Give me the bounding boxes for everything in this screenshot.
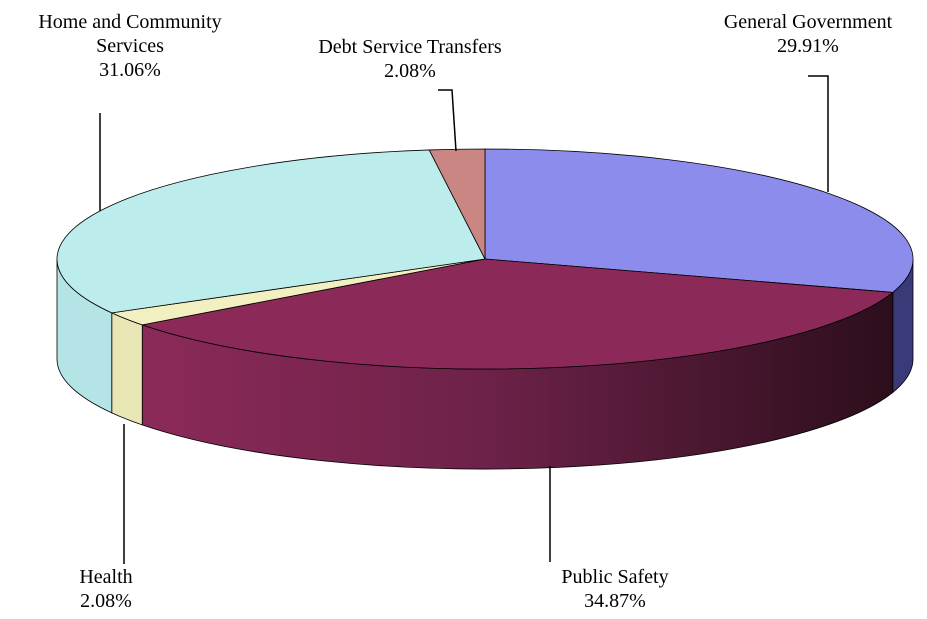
slice-label-home-and-community-services: Services [96,35,164,57]
slice-percent-general-government: 29.91% [777,35,839,57]
slice-label-general-government: General Government [724,11,893,33]
slice-label-health: Health [79,566,132,588]
slice-general-government [484,148,914,293]
slice-home-and-community-services [56,149,486,314]
slice-percent-debt-service-transfers: 2.08% [384,60,436,82]
slice-label-home-and-community-services: Home and Community [38,11,221,33]
slice-percent-health: 2.08% [80,590,132,612]
slice-percent-public-safety: 34.87% [584,590,646,612]
slice-percent-home-and-community-services: 31.06% [99,59,161,81]
leader-line-debt-service-transfers [438,89,457,152]
slice-public-safety [140,258,894,370]
slice-side-health [111,312,143,426]
slice-debt-service-transfers [428,148,486,260]
leader-line-general-government [808,75,829,192]
slice-label-debt-service-transfers: Debt Service Transfers [318,36,502,58]
slice-label-public-safety: Public Safety [561,566,668,588]
